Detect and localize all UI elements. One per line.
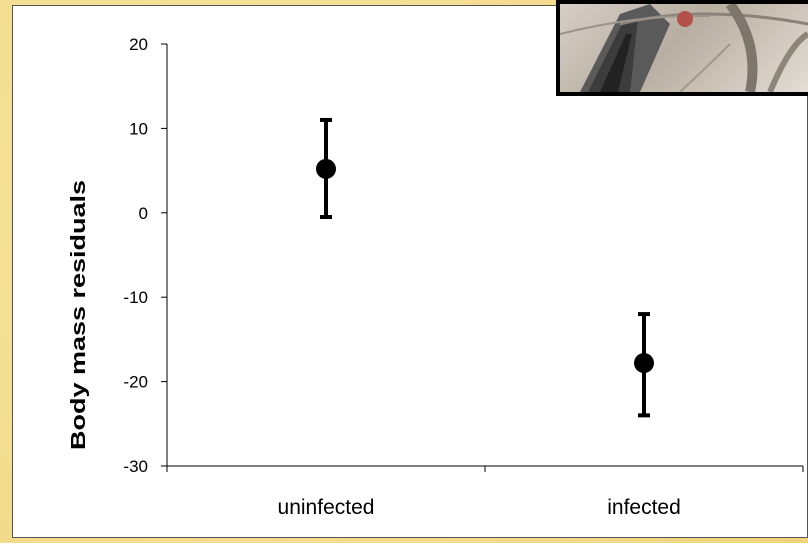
y-tick-label: 20 <box>129 35 148 54</box>
axes <box>161 43 804 472</box>
data-point <box>634 353 654 374</box>
y-tick-label: 10 <box>129 119 148 138</box>
y-tick-label: -10 <box>123 288 148 307</box>
y-tick-label: -30 <box>123 457 148 476</box>
y-axis-label: Body mass residuals <box>68 180 90 450</box>
y-tick-labels: 20 10 0 -10 -20 -30 <box>123 35 148 476</box>
bird-photo-image <box>560 4 808 92</box>
x-tick-labels: uninfected infected <box>278 496 681 519</box>
data-marks <box>316 117 654 418</box>
data-point <box>316 158 336 179</box>
y-tick-label: -20 <box>123 373 148 392</box>
y-tick-label: 0 <box>139 204 148 223</box>
x-tick-label: infected <box>607 496 681 519</box>
x-tick-label: uninfected <box>278 496 375 519</box>
bird-photo <box>556 0 808 96</box>
